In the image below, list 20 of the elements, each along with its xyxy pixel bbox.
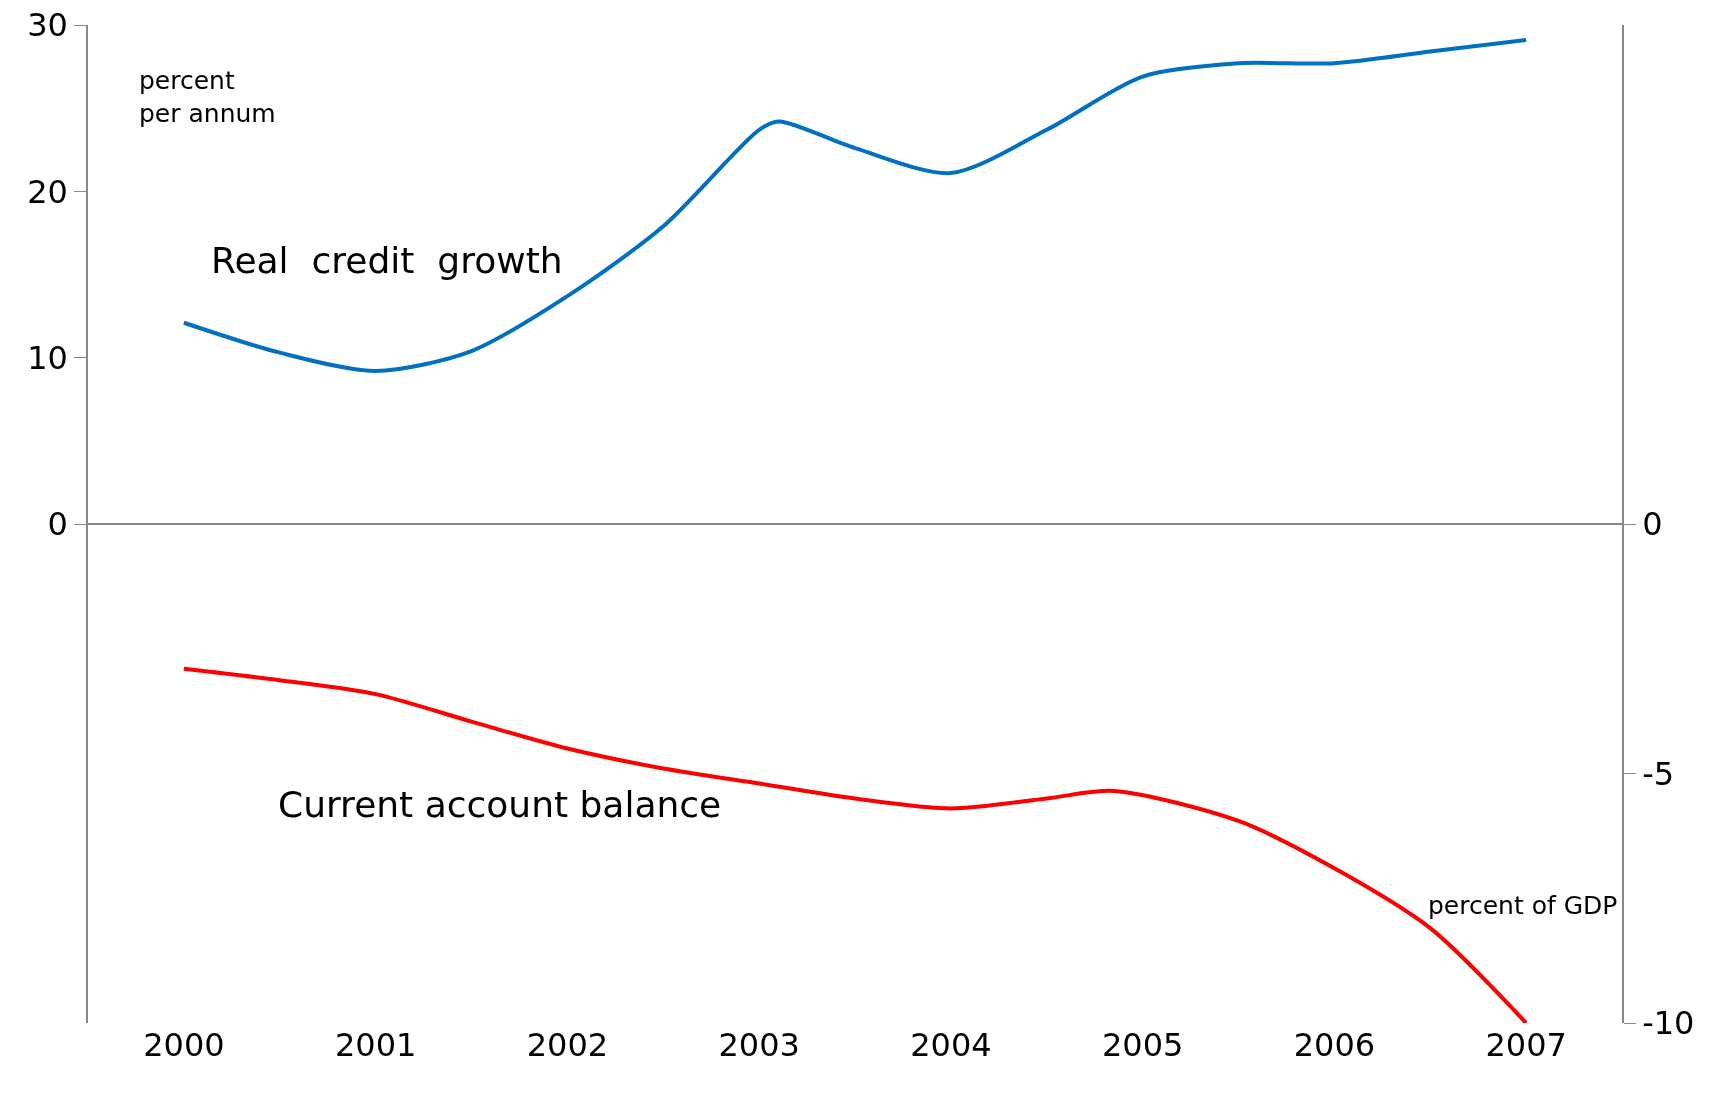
- x-tick-label: 2002: [526, 1026, 609, 1064]
- y-tick-label: 0: [47, 505, 68, 544]
- y-axis-title: percent per annum: [139, 66, 276, 128]
- series-label: Real credit growth: [211, 240, 563, 281]
- y2-tick-label: -5: [1642, 754, 1675, 793]
- x-tick-label: 2003: [718, 1026, 800, 1064]
- x-tick-label: 2007: [1485, 1026, 1567, 1064]
- line-series: [181, 666, 1529, 1023]
- x-tick-label: 2001: [334, 1026, 417, 1064]
- y-tick-label: 20: [27, 172, 68, 211]
- y-tick-label: 30: [27, 6, 68, 45]
- x-tick-label: 2005: [1101, 1026, 1184, 1064]
- y-tick-label: 10: [27, 338, 68, 377]
- x-tick-label: 2000: [143, 1026, 225, 1064]
- y2-tick-label: -10: [1642, 1004, 1695, 1043]
- y2-axis-title: percent of GDP: [1428, 891, 1618, 920]
- series-label: Current account balance: [278, 784, 722, 825]
- x-tick-label: 2004: [910, 1026, 992, 1064]
- y2-tick-label: 0: [1642, 505, 1663, 544]
- x-tick-label: 2006: [1293, 1026, 1376, 1064]
